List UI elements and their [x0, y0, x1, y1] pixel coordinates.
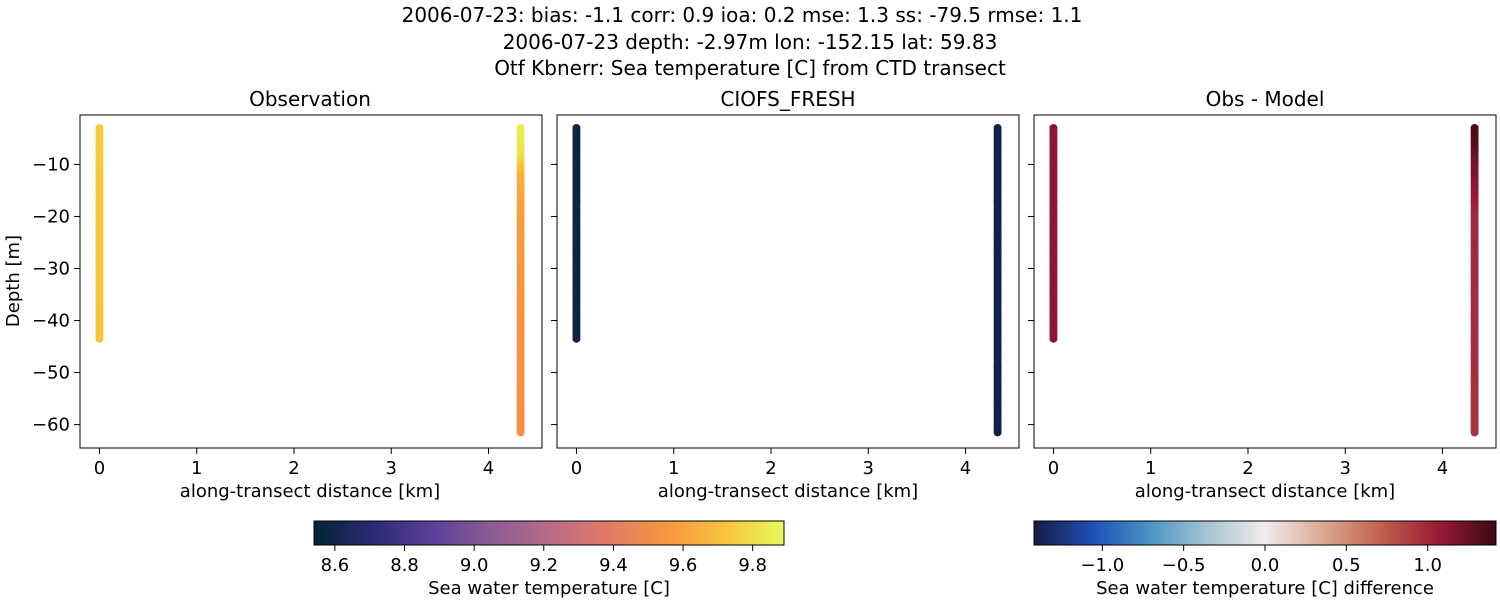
colorbar-difference-gradient: [1033, 520, 1497, 546]
panel-model: CIOFS_FRESH 0 1 2 3 4 along-transect distanc…: [551, 87, 1020, 502]
y-tick-label: −10: [32, 154, 70, 175]
colorbar-tick-label: 1.0: [1413, 555, 1442, 576]
x-tick-label: 4: [1437, 458, 1448, 479]
x-axis-model: 0 1 2 3 4: [571, 448, 971, 479]
x-tick-label: 3: [1340, 458, 1351, 479]
y-tick-label: −40: [32, 311, 70, 332]
panel-title-observation: Observation: [249, 87, 371, 111]
colorbar-difference: −1.0 −0.5 0.0 0.5 1.0 Sea water temperature …: [1033, 520, 1497, 599]
colorbar-tick-label: 0.5: [1332, 555, 1361, 576]
x-tick-label: 2: [288, 458, 299, 479]
figure-title-line-3: Otf Kbnerr: Sea temperature [C] from CTD…: [494, 56, 1006, 80]
data-point: [1049, 334, 1058, 343]
colorbar-temperature: 8.6 8.8 9.0 9.2 9.4 9.6 9.8 Sea water temperat…: [313, 520, 785, 599]
colorbar-tick-label: 8.8: [390, 555, 419, 576]
difference-points: [1049, 124, 1479, 437]
data-point: [95, 334, 104, 343]
x-axis-label-observation: along-transect distance [km]: [180, 481, 440, 502]
colorbar-tick-label: 0.0: [1251, 555, 1280, 576]
data-point: [572, 334, 581, 343]
y-tick-label: −30: [32, 258, 70, 279]
y-axis-model: [551, 163, 557, 426]
y-tick-label: −20: [32, 206, 70, 227]
x-tick-label: 4: [960, 458, 971, 479]
panel-title-model: CIOFS_FRESH: [720, 87, 855, 111]
axes-frame-observation: [79, 114, 543, 449]
x-tick-label: 4: [483, 458, 494, 479]
x-tick-label: 3: [386, 458, 397, 479]
axes-frame-difference: [1033, 114, 1497, 449]
colorbar-tick-label: 9.2: [529, 555, 558, 576]
colorbar-difference-ticks: −1.0 −0.5 0.0 0.5 1.0: [1080, 545, 1442, 576]
colorbar-tick-label: 9.0: [460, 555, 489, 576]
y-axis-difference: [1028, 163, 1034, 426]
panel-title-difference: Obs - Model: [1206, 87, 1325, 111]
data-point: [516, 428, 525, 437]
colorbar-difference-label: Sea water temperature [C] difference: [1096, 578, 1434, 599]
x-tick-label: 0: [571, 458, 582, 479]
x-axis-difference: 0 1 2 3 4: [1048, 448, 1448, 479]
figure-title-line-1: 2006-07-23: bias: -1.1 corr: 0.9 ioa: 0.…: [402, 3, 1083, 27]
axes-frame-model: [556, 114, 1020, 449]
y-tick-label: −60: [32, 415, 70, 436]
data-point: [1470, 428, 1479, 437]
x-tick-label: 2: [1242, 458, 1253, 479]
x-axis-observation: 0 1 2 3 4: [94, 448, 494, 479]
y-axis-label: Depth [m]: [3, 235, 24, 327]
x-tick-label: 2: [765, 458, 776, 479]
figure-title-line-2: 2006-07-23 depth: -2.97m lon: -152.15 la…: [503, 30, 998, 54]
colorbar-tick-label: 8.6: [321, 555, 350, 576]
colorbar-tick-label: 9.6: [669, 555, 698, 576]
colorbar-tick-label: −1.0: [1080, 555, 1124, 576]
y-axis-observation: −10 −20 −30 −40 −50 −60: [32, 154, 80, 436]
x-tick-label: 0: [94, 458, 105, 479]
colorbar-tick-label: −0.5: [1162, 555, 1206, 576]
observation-points: [95, 124, 525, 437]
colorbar-tick-label: 9.8: [738, 555, 767, 576]
colorbar-temperature-label: Sea water temperature [C]: [428, 578, 670, 599]
colorbar-tick-label: 9.4: [599, 555, 628, 576]
x-tick-label: 1: [191, 458, 202, 479]
x-axis-label-difference: along-transect distance [km]: [1135, 481, 1395, 502]
model-points: [572, 124, 1002, 437]
colorbar-temperature-ticks: 8.6 8.8 9.0 9.2 9.4 9.6 9.8: [321, 545, 767, 576]
panel-difference: Obs - Model 0 1 2 3 4 along-transect distanc…: [1028, 87, 1497, 502]
y-tick-label: −50: [32, 363, 70, 384]
x-tick-label: 3: [863, 458, 874, 479]
x-tick-label: 1: [1145, 458, 1156, 479]
colorbar-temperature-gradient: [313, 520, 785, 546]
x-tick-label: 1: [668, 458, 679, 479]
panel-observation: Observation −10 −20 −30 −40 −50 −60 0 1 2 3 4 alo…: [3, 87, 543, 502]
data-point: [993, 428, 1002, 437]
x-axis-label-model: along-transect distance [km]: [658, 481, 918, 502]
x-tick-label: 0: [1048, 458, 1059, 479]
